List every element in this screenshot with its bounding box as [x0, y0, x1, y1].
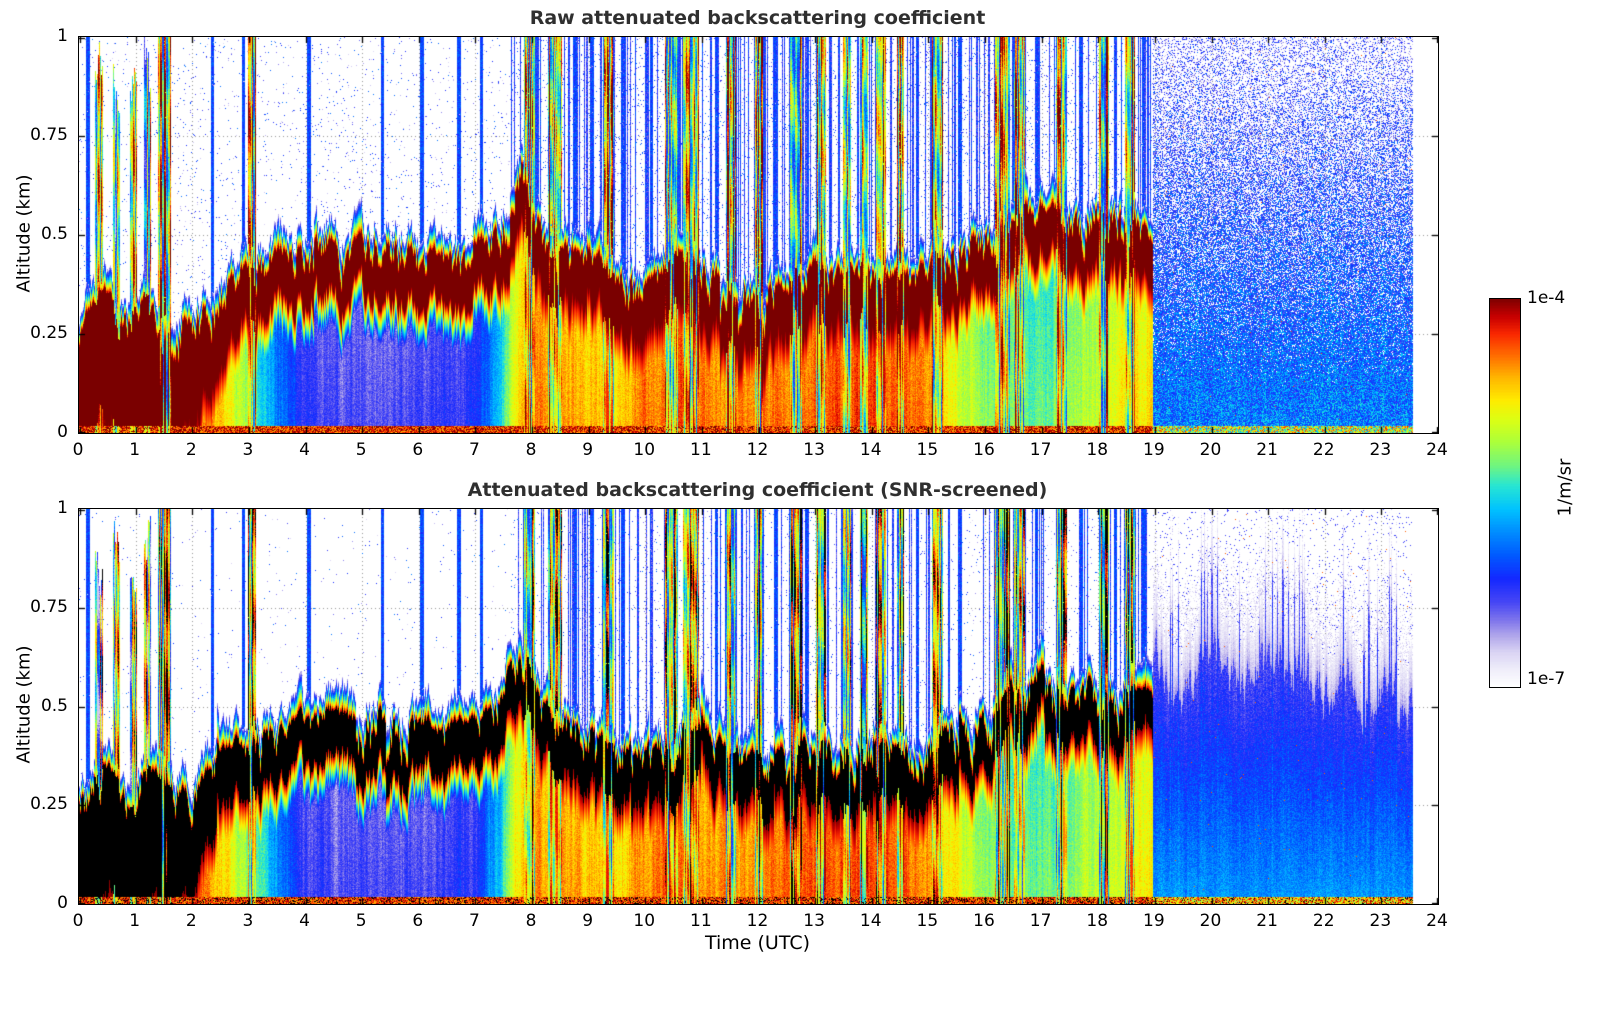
- y-tick-label: 1: [57, 26, 68, 46]
- x-tick-label: 13: [803, 440, 825, 460]
- y-tick-label: 0: [57, 422, 68, 442]
- x-tick-label: 3: [242, 911, 254, 931]
- y-tick-labels-screened: 0 0.25 0.5 0.75 1: [20, 498, 72, 913]
- y-tick-labels-raw: 0 0.25 0.5 0.75 1: [20, 26, 72, 442]
- x-axis-label: Time (UTC): [704, 932, 811, 954]
- x-tick-labels-raw: 0 1 2 3 4 5 6 7 8 9 10 11 12 13 14 15 16 17 18 19 20 21 22 23 24: [73, 440, 1448, 462]
- x-tick-label: 15: [916, 911, 939, 931]
- x-tick-label: 9: [582, 911, 594, 931]
- x-tick-label: 9: [582, 440, 594, 460]
- x-tick-label: 21: [1256, 911, 1278, 931]
- x-tick-label: 17: [1029, 911, 1052, 931]
- x-tick-label: 12: [746, 440, 769, 460]
- y-tick-label: 0: [57, 893, 68, 913]
- x-tick-label: 0: [72, 911, 84, 931]
- y-tick-label: 0.75: [30, 596, 68, 617]
- x-tick-label: 18: [1086, 911, 1109, 931]
- y-tick-label: 0.25: [30, 323, 68, 343]
- x-tick-label: 23: [1369, 911, 1392, 931]
- x-tick-label: 8: [525, 440, 537, 460]
- x-tick-label: 1: [129, 440, 141, 460]
- x-tick-label: 16: [973, 911, 995, 931]
- x-tick-label: 16: [973, 440, 995, 460]
- x-tick-label: 21: [1256, 440, 1278, 460]
- x-tick-label: 7: [468, 911, 480, 931]
- panel-title-raw: Raw attenuated backscattering coefficien…: [529, 7, 986, 29]
- x-tick-label: 20: [1199, 911, 1222, 931]
- x-tick-label: 11: [690, 440, 712, 460]
- heatmap-canvas-raw: [78, 36, 1439, 434]
- y-tick-label: 0.25: [30, 794, 68, 815]
- colorbar-min-label: 1e-7: [1527, 669, 1566, 689]
- x-tick-label: 24: [1426, 440, 1448, 460]
- colorbar-unit-label: 1/m/sr: [1554, 458, 1576, 517]
- x-tick-label: 10: [633, 911, 656, 931]
- x-tick-label: 11: [690, 911, 712, 931]
- x-tick-label: 7: [468, 440, 480, 460]
- x-tick-labels-screened: 0 1 2 3 4 5 6 7 8 9 10 11 12 13 14 15 16 17 18 19 20 21 22 23 24: [73, 911, 1448, 933]
- y-tick-label: 0.75: [30, 125, 68, 145]
- x-tick-label: 15: [916, 440, 939, 460]
- x-tick-label: 10: [633, 440, 656, 460]
- colorbar: [1489, 298, 1521, 688]
- y-tick-label: 0.5: [40, 695, 68, 716]
- x-tick-label: 4: [299, 911, 310, 931]
- x-tick-label: 14: [859, 440, 882, 460]
- x-tick-label: 19: [1143, 911, 1165, 931]
- x-tick-label: 8: [525, 911, 537, 931]
- panel-title-screened: Attenuated backscattering coefficient (S…: [467, 479, 1048, 501]
- x-tick-label: 20: [1199, 440, 1222, 460]
- y-tick-label: 1: [57, 498, 68, 518]
- x-tick-label: 3: [242, 440, 254, 460]
- x-tick-label: 5: [355, 440, 367, 460]
- x-tick-label: 0: [72, 440, 84, 460]
- x-tick-label: 24: [1426, 911, 1448, 931]
- x-tick-label: 12: [746, 911, 769, 931]
- x-tick-label: 6: [412, 440, 424, 460]
- x-tick-label: 17: [1029, 440, 1052, 460]
- y-tick-label: 0.5: [40, 224, 68, 244]
- x-tick-label: 1: [129, 911, 141, 931]
- x-tick-label: 13: [803, 911, 825, 931]
- x-tick-label: 18: [1086, 440, 1109, 460]
- x-tick-label: 23: [1369, 440, 1392, 460]
- x-tick-label: 5: [355, 911, 367, 931]
- x-tick-label: 2: [185, 440, 197, 460]
- x-tick-label: 19: [1143, 440, 1165, 460]
- x-tick-label: 22: [1312, 440, 1335, 460]
- x-tick-label: 4: [299, 440, 310, 460]
- x-tick-label: 14: [859, 911, 882, 931]
- colorbar-max-label: 1e-4: [1527, 288, 1566, 308]
- heatmap-canvas-screened: [78, 508, 1439, 905]
- x-tick-label: 22: [1312, 911, 1335, 931]
- x-tick-label: 2: [185, 911, 197, 931]
- x-tick-label: 6: [412, 911, 424, 931]
